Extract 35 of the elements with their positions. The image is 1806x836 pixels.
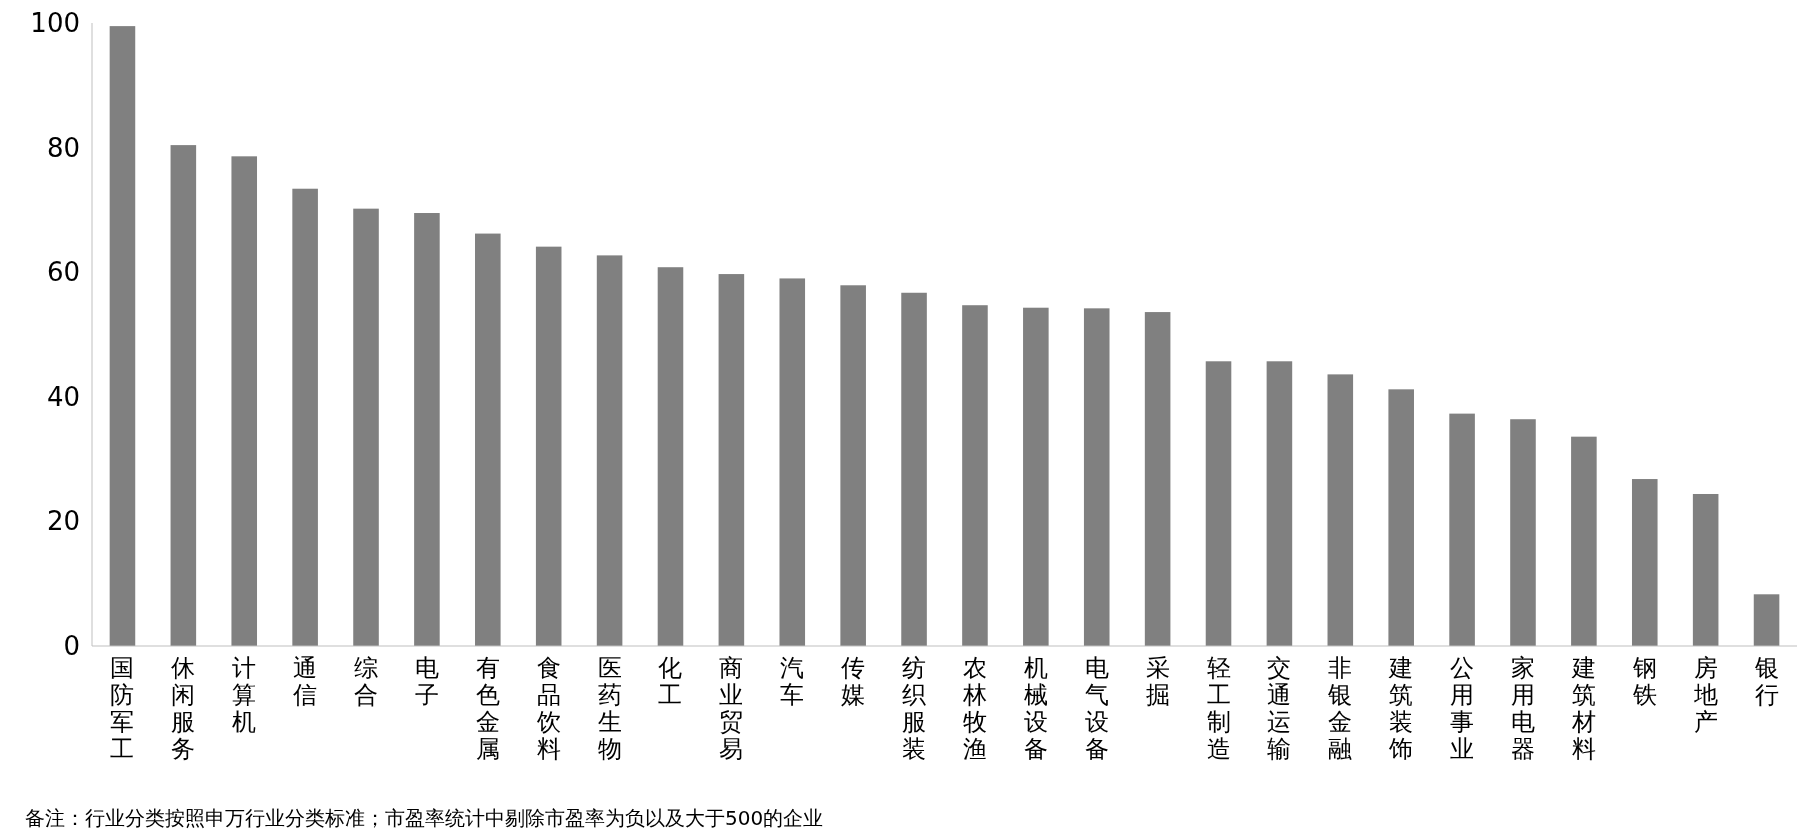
- x-tick-label: 农林牧渔: [961, 654, 987, 763]
- x-tick-label: 医药生物: [597, 654, 622, 763]
- x-tick-label: 化工: [658, 654, 683, 709]
- x-tick-label: 家用电器: [1510, 654, 1535, 763]
- y-tick-label: 40: [46, 381, 80, 412]
- x-tick-label: 建筑装饰: [1388, 654, 1414, 763]
- x-tick-label: 非银金融: [1327, 654, 1353, 763]
- y-tick-label: 0: [63, 631, 80, 661]
- x-tick-label: 建筑材料: [1570, 654, 1596, 763]
- x-tick-label: 机械设备: [1023, 654, 1048, 763]
- y-tick-label: 60: [46, 257, 80, 288]
- x-tick-label: 国防军工: [110, 654, 135, 763]
- x-tick-label: 交通运输: [1267, 654, 1292, 763]
- x-tick-label: 钢铁: [1631, 654, 1657, 709]
- x-tick-label: 食品饮料: [535, 654, 561, 763]
- x-tick-label: 休闲服务: [171, 654, 196, 763]
- x-tick-label: 汽车: [780, 654, 805, 709]
- y-tick-label: 100: [30, 8, 80, 38]
- x-tick-label: 综合: [354, 654, 379, 709]
- x-tick-label: 采掘: [1145, 654, 1170, 709]
- x-tick-label: 有色金属: [475, 654, 500, 763]
- x-tick-label: 公用事业: [1450, 654, 1475, 763]
- text: 备注：行业分类按照申万行业分类标准；市盈率统计中剔除市盈率为负以及大于500的企业: [25, 806, 824, 830]
- x-tick-label: 轻工制造: [1206, 654, 1231, 763]
- x-tick-label: 电子: [414, 654, 439, 709]
- x-tick-label: 商业贸易: [719, 654, 744, 763]
- y-tick-label: 20: [46, 506, 80, 537]
- x-tick-label: 纺织服装: [902, 654, 927, 763]
- x-tick-label: 通信: [293, 654, 318, 709]
- y-tick-label: 80: [46, 132, 80, 163]
- x-tick-label: 传媒: [841, 654, 866, 709]
- x-tick-label: 电气设备: [1084, 654, 1109, 763]
- x-tick-label: 银行: [1753, 654, 1779, 709]
- x-tick-label: 计算机: [232, 654, 257, 736]
- x-tick-label: 房地产: [1692, 654, 1718, 736]
